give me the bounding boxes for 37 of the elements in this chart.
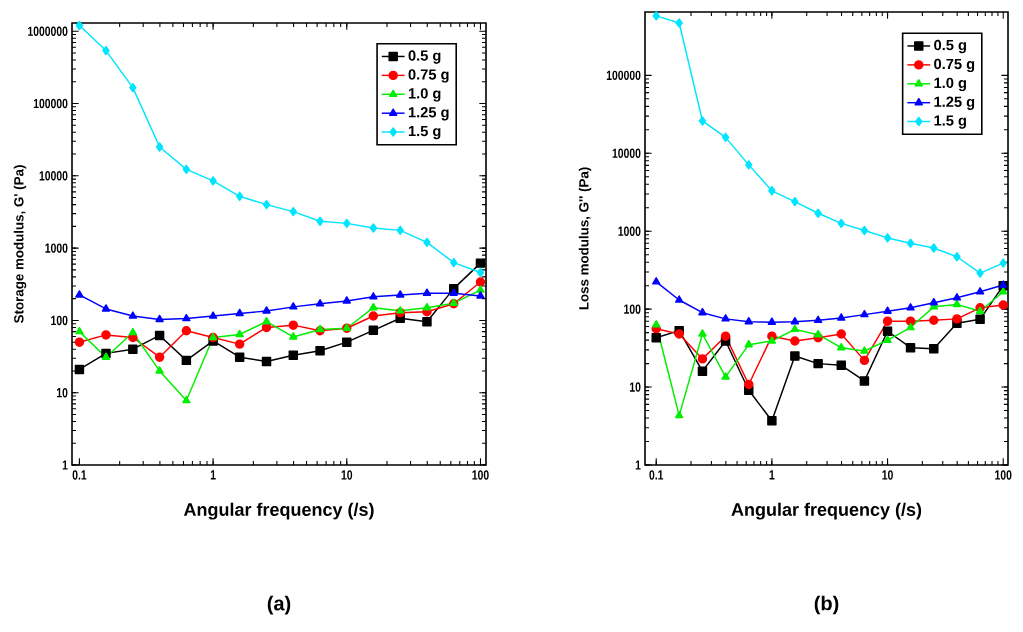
legend-label: 0.75 g (408, 69, 449, 83)
legend-label: 1.25 g (408, 107, 449, 121)
y-tick-label: 10000 (39, 171, 68, 181)
legend-label: 1.5 g (934, 115, 966, 129)
x-tick-label: 10 (882, 470, 893, 480)
legend-label: 0.5 g (934, 39, 966, 54)
x-tick-label: 0.1 (649, 470, 664, 480)
y-tick-label: 1 (635, 460, 641, 470)
y-tick-label: 100 (624, 304, 641, 314)
x-tick-label: 1 (769, 470, 775, 480)
x-tick-label: 100 (995, 470, 1012, 480)
y-tick-label: 1000 (45, 243, 68, 253)
y-tick-label: 100 (51, 315, 68, 326)
legend-label: 0.5 g (408, 50, 441, 64)
y-tick-label: 100000 (33, 98, 68, 109)
y-axis-title: Loss modulus, G'' (Pa) (578, 167, 592, 310)
legend-label: 1.0 g (408, 88, 441, 102)
y-axis-title: Storage modulus, G' (Pa) (13, 165, 27, 323)
text: (b) (814, 595, 839, 615)
y-tick-label: 1000 (618, 226, 641, 236)
x-tick-label: 0.1 (72, 470, 87, 480)
text: (a) (267, 595, 291, 615)
y-tick-label: 10000 (612, 148, 641, 158)
y-tick-label: 10 (56, 387, 68, 398)
x-axis-title: Angular frequency (/s) (731, 502, 922, 520)
y-tick-label: 10 (630, 382, 641, 392)
legend-label: 0.75 g (934, 58, 975, 73)
x-tick-label: 10 (341, 470, 353, 480)
legend-label: 1.5 g (408, 125, 441, 140)
x-tick-label: 100 (472, 470, 489, 480)
y-tick-label: 100000 (606, 70, 641, 81)
legend-label: 1.25 g (934, 96, 975, 110)
y-tick-label: 1000000 (28, 26, 68, 36)
x-tick-label: 1 (210, 470, 216, 480)
x-axis-title: Angular frequency (/s) (183, 502, 374, 520)
legend-label: 1.0 g (934, 77, 966, 92)
y-tick-label: 1 (62, 460, 68, 470)
